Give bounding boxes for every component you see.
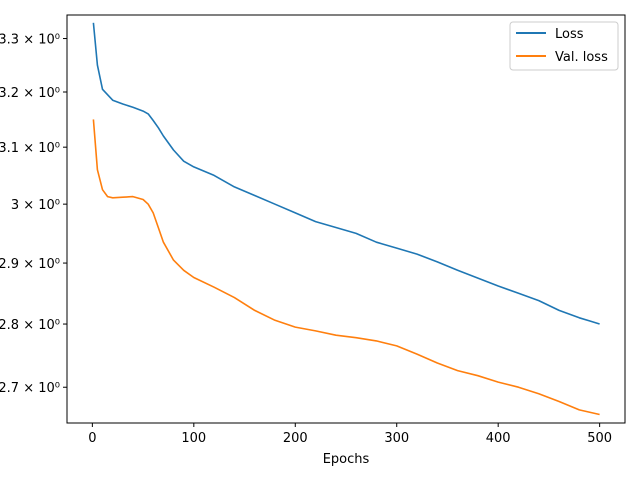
x-axis-label: Epochs <box>323 452 370 467</box>
plot-frame <box>66 14 626 424</box>
legend-label-val-loss: Val. loss <box>555 50 608 65</box>
y-tick-label: 3 × 10⁰ <box>11 198 60 213</box>
y-tick-label: 2.8 × 10⁰ <box>0 318 60 333</box>
x-tick-label: 200 <box>283 431 308 446</box>
x-tick-label: 0 <box>88 431 96 446</box>
series-layer <box>92 22 600 416</box>
x-tick-label: 100 <box>181 431 206 446</box>
y-axis: 2.7 × 10⁰ 2.8 × 10⁰ 2.9 × 10⁰ 3 × 10⁰ 3.1 × … <box>0 33 67 396</box>
y-tick-label: 2.9 × 10⁰ <box>0 257 60 272</box>
x-tick-label: 300 <box>384 431 409 446</box>
y-tick-label: 3.1 × 10⁰ <box>0 141 60 156</box>
x-tick-label: 400 <box>486 431 511 446</box>
x-axis: 0 100 200 300 400 500 <box>88 423 612 446</box>
x-tick-label: 500 <box>587 431 612 446</box>
legend: Loss Val. loss <box>509 21 619 71</box>
series-line-loss <box>92 22 600 325</box>
legend-label-loss: Loss <box>555 27 584 42</box>
y-tick-label: 3.3 × 10⁰ <box>0 33 60 48</box>
y-tick-label: 2.7 × 10⁰ <box>0 381 60 396</box>
y-tick-label: 3.2 × 10⁰ <box>0 86 60 101</box>
series-line-val-loss <box>92 119 600 416</box>
